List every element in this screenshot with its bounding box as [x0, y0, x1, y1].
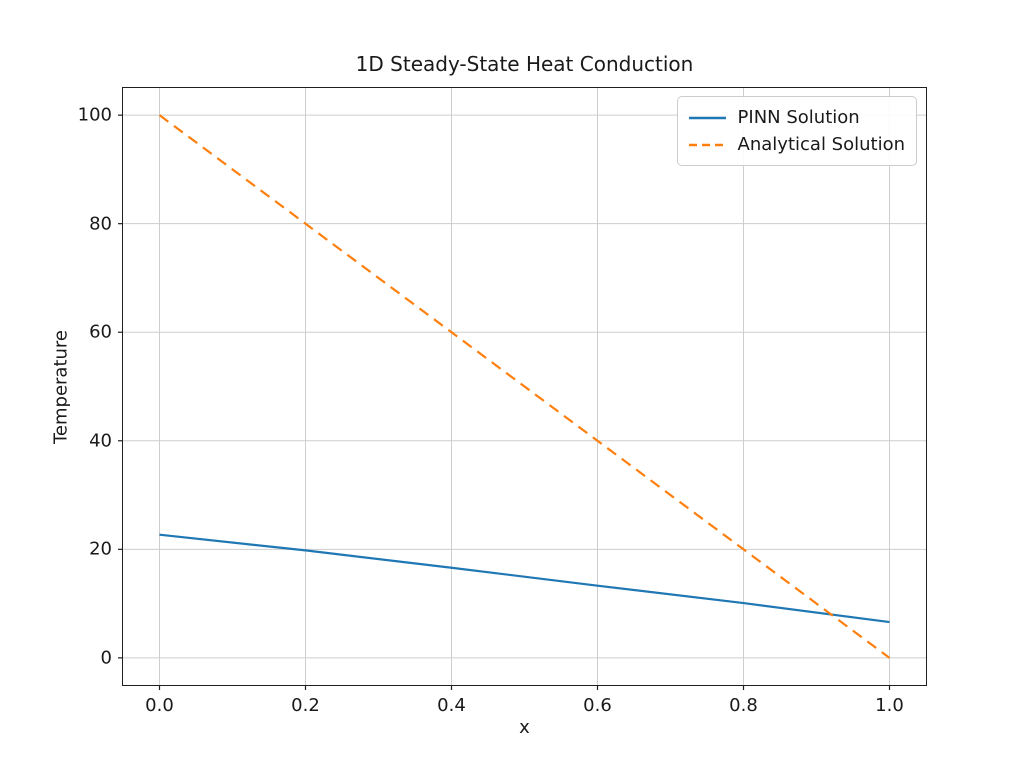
x-axis-ticks: 0.0 0.2 0.4 0.6 0.8 1.0: [123, 690, 926, 716]
y-tick-label: 100: [77, 104, 112, 126]
x-tick-label: 0.8: [729, 695, 758, 716]
plot-svg: [117, 87, 926, 690]
legend-line-sample-pinn: [688, 115, 726, 121]
legend-label-analytical: Analytical Solution: [737, 134, 905, 155]
y-axis-ticks: 0 20 40 60 80 100: [0, 88, 112, 685]
x-tick-label: 0.2: [291, 695, 320, 716]
legend-line-sample-analytical: [688, 142, 726, 148]
legend: PINN Solution Analytical Solution: [676, 96, 917, 166]
y-tick-label: 40: [89, 430, 112, 452]
x-tick-label: 0.6: [583, 695, 612, 716]
y-tick-label: 60: [89, 321, 112, 343]
x-tick-label: 1.0: [875, 695, 904, 716]
chart-title: 1D Steady-State Heat Conduction: [355, 52, 694, 76]
y-tick-label: 80: [89, 213, 112, 235]
legend-item-analytical: Analytical Solution: [688, 131, 905, 158]
x-tick-label: 0.4: [437, 695, 466, 716]
legend-label-pinn: PINN Solution: [737, 107, 860, 128]
x-axis-label: x: [519, 717, 530, 738]
plot-area: [117, 86, 927, 690]
y-tick-label: 0: [100, 647, 112, 669]
legend-item-pinn: PINN Solution: [688, 104, 905, 131]
x-tick-label: 0.0: [145, 695, 174, 716]
y-axis-label: Temperature: [50, 329, 72, 445]
y-tick-label: 20: [89, 538, 112, 560]
